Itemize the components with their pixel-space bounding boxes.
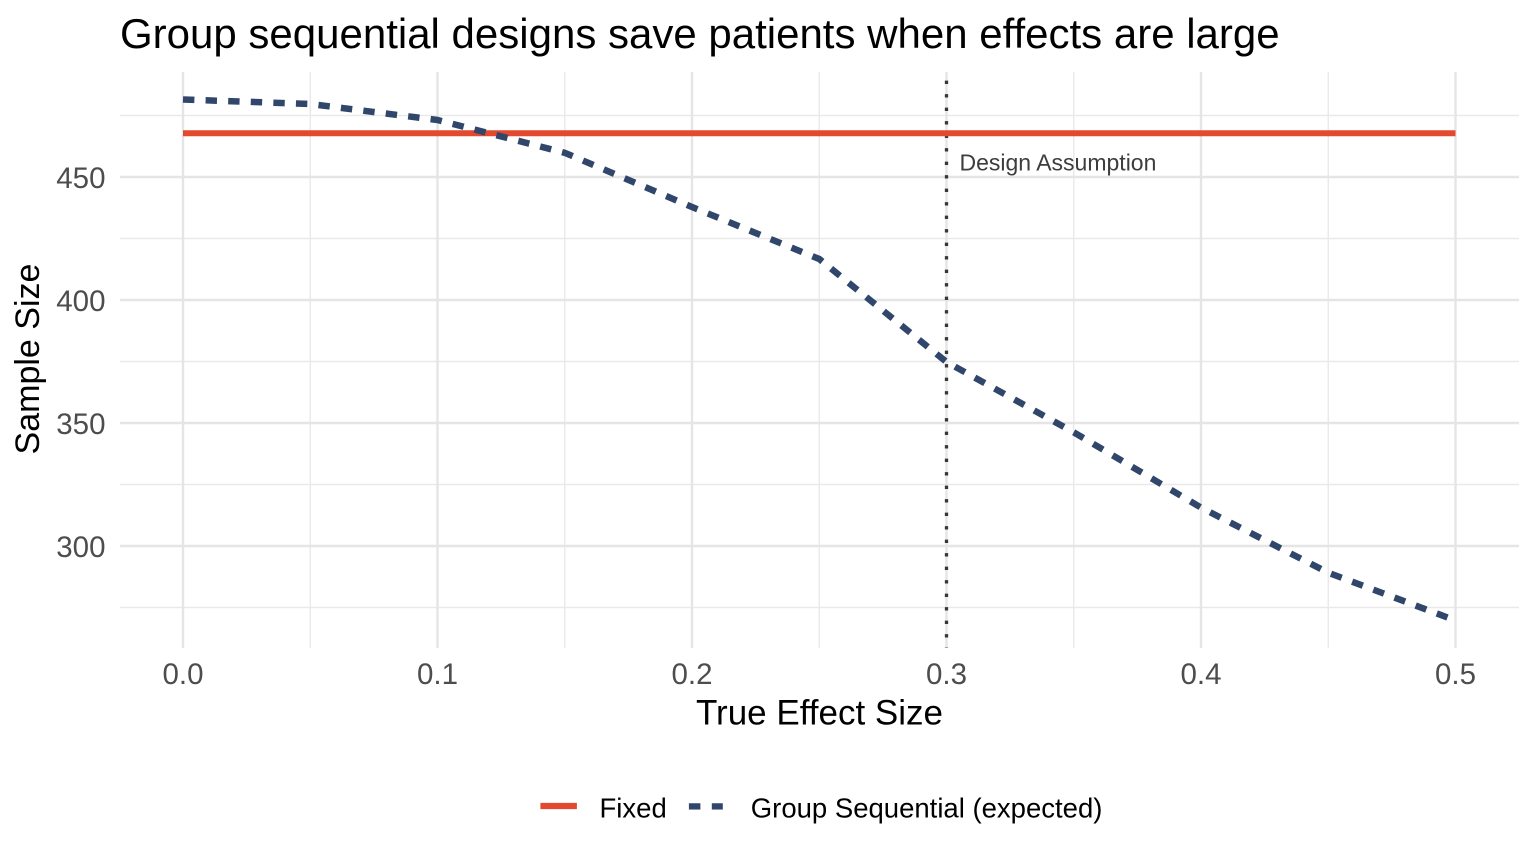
svg-text:0.3: 0.3 [926, 658, 967, 691]
svg-text:Fixed: Fixed [600, 793, 667, 824]
svg-text:0.1: 0.1 [417, 658, 458, 691]
svg-text:0.4: 0.4 [1180, 658, 1221, 691]
svg-text:450: 450 [56, 162, 105, 195]
svg-text:Design Assumption: Design Assumption [960, 150, 1157, 176]
svg-text:0.0: 0.0 [162, 658, 203, 691]
svg-text:Sample Size: Sample Size [9, 264, 47, 455]
svg-text:350: 350 [56, 408, 105, 441]
svg-text:Group sequential designs save: Group sequential designs save patients w… [120, 10, 1280, 57]
svg-text:300: 300 [56, 531, 105, 564]
svg-text:True Effect Size: True Effect Size [696, 694, 943, 733]
svg-text:0.5: 0.5 [1435, 658, 1476, 691]
svg-text:400: 400 [56, 285, 105, 318]
svg-text:0.2: 0.2 [671, 658, 712, 691]
svg-text:Group Sequential (expected): Group Sequential (expected) [751, 793, 1103, 824]
